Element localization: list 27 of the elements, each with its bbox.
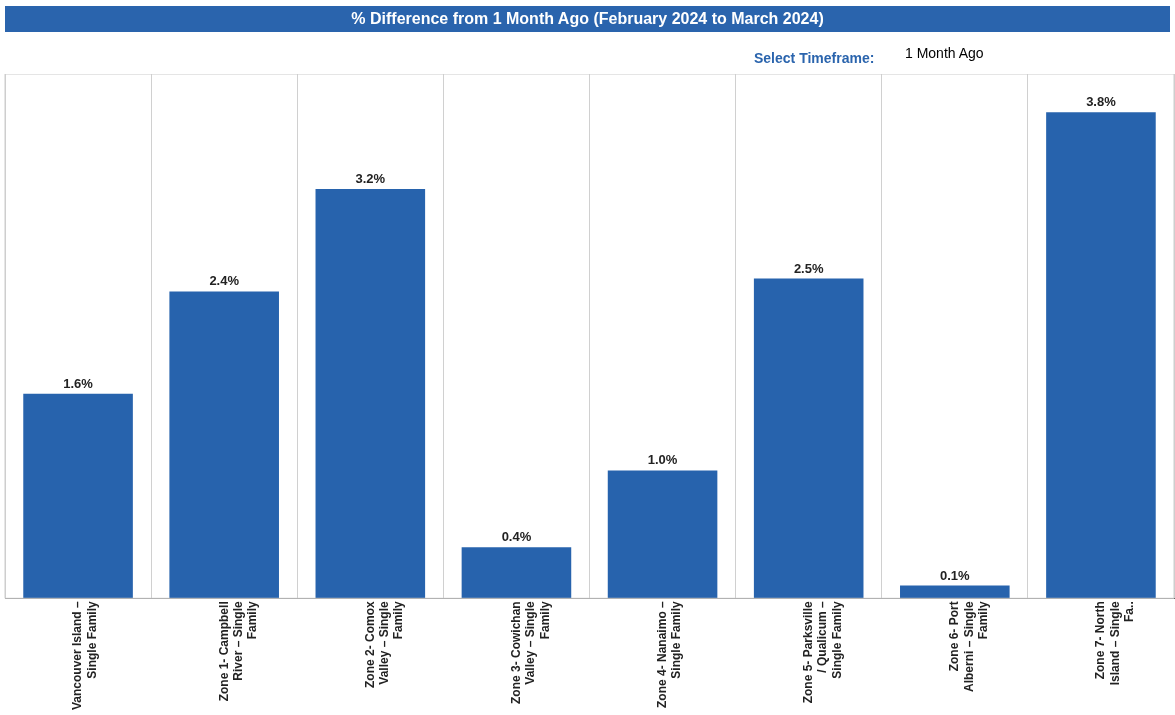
x-tick-label: Zone 4- Nanaimo – Single Family xyxy=(654,600,684,708)
x-tick-label: Zone 1- Campbell River – Single Family xyxy=(216,600,260,702)
data-label: 0.1% xyxy=(939,567,971,583)
chart-title: % Difference from 1 Month Ago (February 2024 to March 2024) xyxy=(5,6,1170,32)
bar xyxy=(315,189,426,599)
bar xyxy=(900,585,1010,599)
x-tick-label: Zone 3- Cowichan Valley – Single Family xyxy=(508,600,552,704)
x-tick-label: Vancouver Island – Single Family xyxy=(70,600,99,710)
data-label: 1.6% xyxy=(63,375,94,391)
bar xyxy=(23,393,133,599)
text: Select Timeframe: xyxy=(754,50,875,66)
bar xyxy=(461,547,572,599)
x-tick-label: Zone 2- Comox Valley – Single Family xyxy=(362,600,406,688)
bar xyxy=(607,470,718,599)
x-tick-label: Zone 5- Parksville / Qualicum – Single Family xyxy=(801,600,844,704)
bar xyxy=(1046,112,1156,599)
text: 1 Month Ago xyxy=(905,45,984,61)
x-tick-label: Zone 7- North Island – Single Fa.. xyxy=(1093,600,1137,686)
bar xyxy=(169,291,279,599)
data-label: 3.8% xyxy=(1086,94,1117,110)
bar xyxy=(753,278,864,599)
data-label: 1.0% xyxy=(647,452,678,468)
data-label: 2.5% xyxy=(793,260,824,276)
data-label: 3.2% xyxy=(355,171,386,187)
data-label: 2.4% xyxy=(209,273,240,289)
data-label: 0.4% xyxy=(501,529,532,545)
x-tick-label: Zone 6- Port Alberni – Single Family xyxy=(947,600,990,692)
